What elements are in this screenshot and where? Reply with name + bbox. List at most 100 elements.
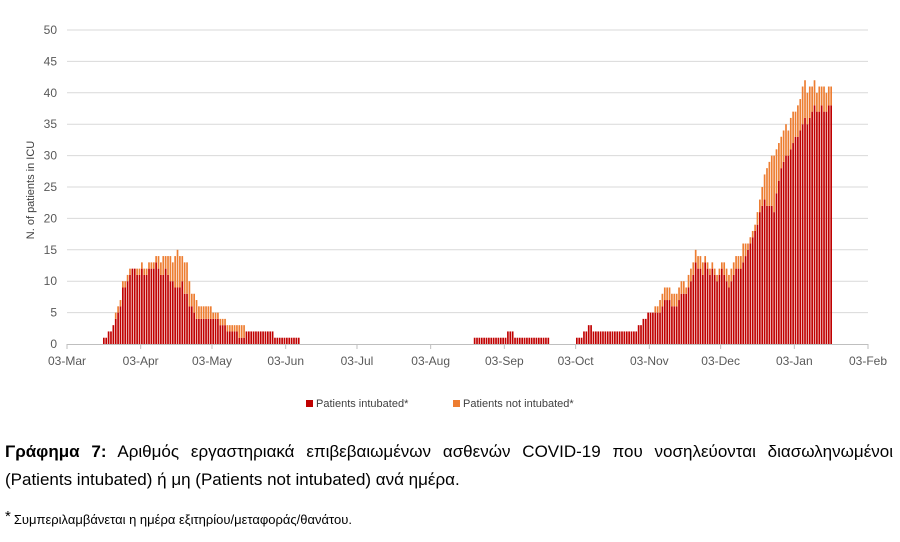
- bar-intubated: [545, 337, 547, 344]
- bar-intubated: [169, 281, 172, 344]
- bar-not-intubated: [219, 318, 222, 326]
- bar-intubated: [614, 331, 616, 344]
- bar-intubated: [647, 312, 649, 344]
- bar-intubated: [152, 268, 155, 344]
- bar-intubated: [119, 306, 122, 344]
- bar-intubated: [704, 262, 707, 344]
- bar-intubated: [766, 205, 768, 344]
- bar-intubated: [221, 325, 224, 344]
- bar-intubated: [640, 325, 642, 344]
- bar-not-intubated: [157, 256, 160, 269]
- bar-intubated: [164, 268, 167, 344]
- bar-intubated: [597, 331, 600, 344]
- bar-intubated: [723, 274, 726, 344]
- bar-intubated: [269, 331, 272, 344]
- bar-intubated: [768, 205, 771, 344]
- bar-not-intubated: [654, 306, 657, 313]
- bar-intubated: [105, 337, 108, 344]
- bar-intubated: [473, 337, 476, 344]
- bar-intubated: [732, 274, 735, 344]
- bar-not-intubated: [811, 86, 813, 112]
- bar-intubated: [523, 337, 526, 344]
- bar-not-intubated: [238, 325, 241, 338]
- bar-not-intubated: [749, 237, 752, 244]
- bar-intubated: [540, 337, 543, 344]
- bar-intubated: [785, 155, 787, 344]
- bar-intubated: [730, 281, 733, 344]
- bar-intubated: [713, 274, 716, 344]
- footnote-marker: *: [5, 508, 11, 525]
- bar-intubated: [637, 325, 640, 344]
- bar-not-intubated: [744, 243, 747, 257]
- bar-intubated: [124, 287, 127, 344]
- bar-not-intubated: [673, 293, 676, 307]
- bar-intubated: [728, 287, 730, 344]
- bar-intubated: [725, 281, 728, 344]
- bar-not-intubated: [820, 86, 823, 106]
- bar-not-intubated: [813, 80, 816, 106]
- y-tick-label: 25: [44, 180, 58, 194]
- bar-not-intubated: [794, 111, 797, 137]
- bar-intubated: [830, 105, 832, 344]
- bar-not-intubated: [682, 281, 685, 294]
- bar-intubated: [675, 306, 678, 344]
- bar-intubated: [293, 337, 295, 344]
- bar-not-intubated: [226, 325, 229, 332]
- bar-not-intubated: [186, 262, 188, 294]
- bar-intubated: [820, 105, 823, 344]
- bar-not-intubated: [763, 174, 766, 200]
- bar-intubated: [179, 287, 181, 344]
- icu-chart-svg: 0 5 10 15 20 25 30 35 40 45 50 03-Mar 03-Apr 03-May 03…: [25, 23, 887, 410]
- bar-intubated: [485, 337, 488, 344]
- bar-not-intubated: [160, 262, 162, 275]
- bar-not-intubated: [190, 293, 193, 307]
- bar-not-intubated: [697, 256, 699, 269]
- bar-intubated: [635, 331, 638, 344]
- bar-not-intubated: [728, 274, 730, 288]
- bar-not-intubated: [680, 281, 683, 294]
- bar-intubated: [654, 312, 657, 344]
- bar-intubated: [122, 287, 124, 344]
- bar-intubated: [775, 193, 778, 344]
- bar-intubated: [233, 331, 236, 344]
- bar-not-intubated: [136, 268, 138, 275]
- bar-intubated: [480, 337, 483, 344]
- bar-intubated: [813, 105, 816, 344]
- bar-not-intubated: [808, 86, 811, 118]
- bar-not-intubated: [164, 256, 167, 269]
- bar-intubated: [575, 337, 578, 344]
- footnote: * Συμπεριλαμβάνεται η ημέρα εξιτηρίου/μετ…: [5, 508, 352, 527]
- bar-intubated: [794, 136, 797, 344]
- bar-intubated: [711, 268, 714, 344]
- bar-not-intubated: [827, 86, 830, 106]
- x-tick-label: 03-Jun: [267, 354, 304, 368]
- bar-intubated: [133, 268, 136, 344]
- bar-not-intubated: [782, 130, 785, 162]
- bar-intubated: [682, 293, 685, 344]
- bar-intubated: [103, 337, 105, 344]
- bar-intubated: [507, 331, 509, 344]
- bar-intubated: [495, 337, 497, 344]
- bar-not-intubated: [155, 256, 157, 263]
- bar-not-intubated: [785, 124, 787, 156]
- bar-intubated: [782, 161, 785, 344]
- bar-intubated: [160, 274, 162, 344]
- bar-intubated: [739, 268, 742, 344]
- bar-not-intubated: [690, 268, 692, 282]
- bar-intubated: [176, 287, 179, 344]
- bar-not-intubated: [778, 143, 780, 181]
- bar-intubated: [663, 300, 666, 344]
- bar-not-intubated: [701, 262, 704, 275]
- bar-not-intubated: [801, 86, 804, 125]
- bar-intubated: [720, 268, 723, 344]
- bar-intubated: [718, 274, 721, 344]
- bar-intubated: [290, 337, 293, 344]
- bar-intubated: [609, 331, 611, 344]
- bar-intubated: [212, 318, 215, 344]
- bar-intubated: [659, 312, 661, 344]
- bar-intubated: [509, 331, 512, 344]
- bar-intubated: [219, 325, 222, 344]
- bar-not-intubated: [193, 293, 196, 313]
- bar-not-intubated: [176, 249, 179, 288]
- bar-not-intubated: [706, 262, 709, 269]
